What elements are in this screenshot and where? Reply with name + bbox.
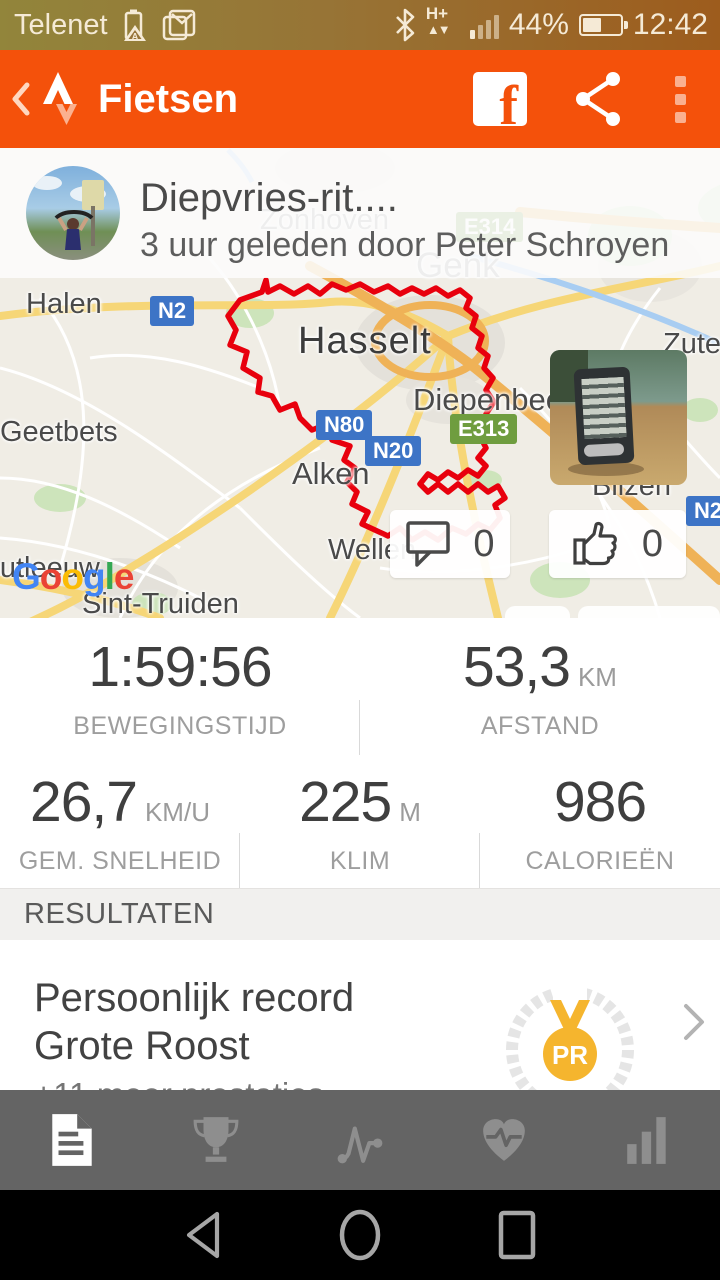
card-corner (578, 606, 720, 618)
overflow-menu-icon[interactable] (671, 72, 690, 127)
stat-calories: 986 CALORIEËN (525, 769, 675, 875)
divider (239, 833, 240, 888)
map-label-alken: Alken (292, 456, 370, 491)
status-bar: Telenet A H+ ▲▼ 44% (0, 0, 720, 50)
activity-title: Diepvries-rit.... (140, 176, 398, 220)
strava-logo-icon (43, 72, 77, 125)
road-badge-n80: N80 (316, 410, 373, 441)
map-label-zoutleeuw: Zoutleeuw (0, 552, 100, 584)
tab-stats[interactable] (576, 1090, 720, 1190)
bottom-tab-bar (0, 1090, 720, 1190)
personal-record-row[interactable]: Persoonlijk record Grote Roost +11 meer … (0, 940, 720, 1114)
analysis-icon (337, 1126, 383, 1164)
back-icon[interactable] (10, 81, 32, 117)
facebook-icon[interactable]: f (473, 72, 527, 126)
tab-analysis[interactable] (288, 1090, 432, 1190)
page-title: Fietsen (98, 76, 239, 121)
primary-stats: 1:59:56 BEWEGINGSTIJD 53,3 KM AFSTAND (0, 618, 720, 755)
pr-title: Persoonlijk record (34, 976, 355, 1020)
stat-elevation: 225 M KLIM (299, 769, 421, 875)
signal-bars-icon (469, 11, 499, 39)
heart-rate-icon (483, 1119, 525, 1161)
stat-avg-speed: 26,7 KM/U GEM. SNELHEID (18, 769, 222, 875)
network-type-icon: H+ ▲▼ (425, 4, 451, 37)
road-badge-n2-east: N2 (686, 496, 720, 527)
avatar[interactable] (26, 166, 120, 260)
battery-icon (578, 14, 628, 36)
tab-heart-rate[interactable] (432, 1090, 576, 1190)
map-label-halen: Halen (26, 288, 102, 320)
activity-subtitle: 3 uur geleden door Peter Schroyen (140, 226, 670, 264)
nav-home-icon[interactable] (337, 1207, 383, 1263)
battery-alert-icon: A (123, 9, 146, 42)
nav-back-icon[interactable] (181, 1209, 225, 1261)
map-label-geetbets: Geetbets (0, 416, 118, 448)
results-section-header: RESULTATEN (0, 888, 720, 940)
google-logo: Google (12, 556, 134, 597)
divider (479, 833, 480, 888)
road-badge-n20: N20 (365, 436, 422, 467)
map-label-sint-truiden: Sint-Truiden (82, 588, 239, 618)
road-badge-n2-west: N2 (150, 296, 195, 327)
svg-text:PR: PR (552, 1040, 588, 1070)
tab-overview[interactable] (0, 1090, 144, 1190)
kudos-icon (573, 521, 617, 566)
divider (359, 700, 360, 755)
kudos-button[interactable]: 0 (549, 510, 686, 578)
laurel-wreath-icon: PR (506, 980, 634, 1114)
card-corner (505, 606, 570, 618)
comment-count: 0 (473, 522, 495, 565)
trophy-icon (193, 1117, 239, 1162)
bluetooth-icon (395, 8, 415, 42)
pr-segment: Grote Roost (34, 1024, 250, 1068)
chevron-right-icon (684, 1004, 704, 1040)
tab-achievements[interactable] (144, 1090, 288, 1190)
bar-chart-icon (627, 1117, 666, 1164)
secondary-stats: 26,7 KM/U GEM. SNELHEID 225 M KLIM 986 CAL… (0, 755, 720, 888)
share-icon[interactable] (573, 70, 625, 128)
document-icon (52, 1114, 92, 1166)
mail-icon (162, 9, 195, 41)
photo-thumbnail[interactable] (550, 350, 687, 485)
carrier-label: Telenet (14, 8, 108, 41)
nav-recents-icon[interactable] (495, 1208, 539, 1262)
android-nav-bar (0, 1190, 720, 1280)
map-label-hasselt: Hasselt (298, 320, 432, 362)
road-badge-e313: E313 (450, 414, 518, 445)
route-map[interactable]: Zonhoven Genk E314 Halen Geetbets Hassel… (0, 148, 720, 618)
svg-text:A: A (131, 32, 138, 42)
kudos-count: 0 (641, 522, 664, 565)
app-bar: Fietsen f (0, 50, 720, 148)
comment-icon (406, 521, 451, 567)
comments-button[interactable]: 0 (390, 510, 510, 578)
stat-moving-time: 1:59:56 BEWEGINGSTIJD (73, 634, 287, 740)
stat-distance: 53,3 KM AFSTAND (463, 634, 617, 740)
clock: 12:42 (632, 8, 708, 41)
activity-header (0, 148, 720, 278)
pr-medal-icon: PR (543, 1000, 597, 1081)
battery-percent: 44% (508, 8, 569, 41)
